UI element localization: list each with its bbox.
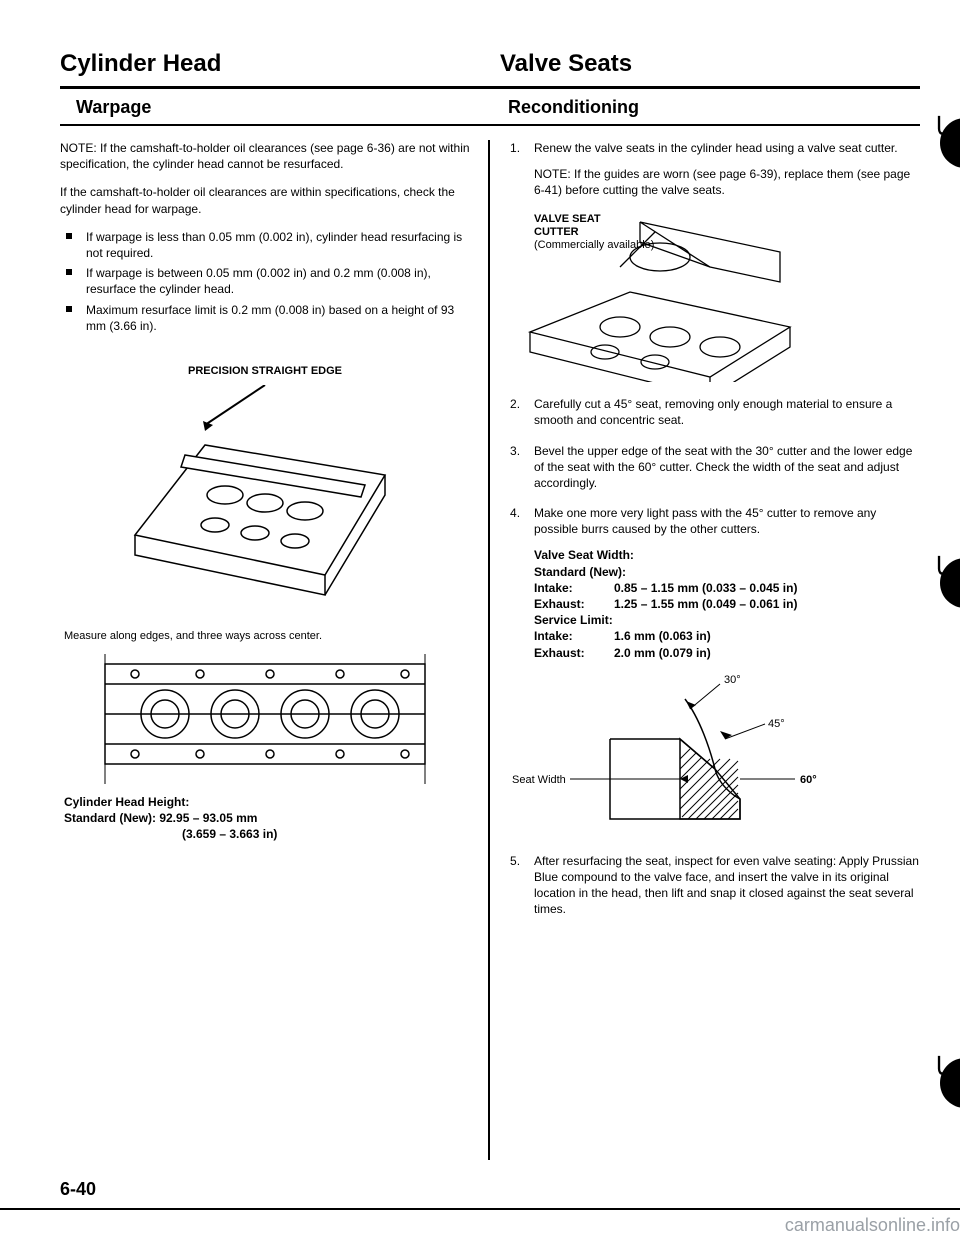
svw-intake-std: 0.85 – 1.15 mm (0.033 – 0.045 in) (614, 580, 797, 596)
svw-intake-label2: Intake: (534, 628, 614, 644)
page-number: 6-40 (60, 1179, 96, 1200)
valve-seat-width-spec: Valve Seat Width: Standard (New): Intake… (534, 547, 920, 660)
warpage-intro: If the camshaft-to-holder oil clearances… (60, 184, 470, 216)
recondition-steps: Renew the valve seats in the cylinder he… (510, 140, 920, 918)
angle-60: 60° (800, 774, 817, 786)
right-column: Renew the valve seats in the cylinder he… (500, 140, 920, 1160)
left-column: NOTE: If the camshaft-to-holder oil clea… (60, 140, 490, 1160)
watermark: carmanualsonline.info (785, 1215, 960, 1236)
svw-exhaust-std: 1.25 – 1.55 mm (0.049 – 0.061 in) (614, 596, 797, 612)
warpage-bullets: If warpage is less than 0.05 mm (0.002 i… (60, 229, 470, 334)
svw-service-limit: Service Limit: (534, 612, 920, 628)
svw-exhaust-label: Exhaust: (534, 596, 614, 612)
cutter-label: CUTTER (534, 226, 579, 238)
subheader-left: Warpage (60, 97, 488, 118)
head-height-spec: Cylinder Head Height: Standard (New): 92… (64, 794, 470, 843)
step-4-text: Make one more very light pass with the 4… (534, 506, 876, 536)
step-5: After resurfacing the seat, inspect for … (510, 853, 920, 918)
header-right: Valve Seats (480, 50, 920, 78)
fig1-label: PRECISION STRAIGHT EDGE (60, 364, 470, 379)
step-1-note: NOTE: If the guides are worn (see page 6… (534, 166, 920, 198)
head-top-illustration (95, 654, 435, 784)
svw-intake-lim: 1.6 mm (0.063 in) (614, 628, 711, 644)
step-1-text: Renew the valve seats in the cylinder he… (534, 141, 898, 155)
step-2: Carefully cut a 45° seat, removing only … (510, 396, 920, 428)
spec-line2: (3.659 – 3.663 in) (64, 826, 470, 842)
angle-30: 30° (724, 674, 741, 686)
spec-line1: Standard (New): 92.95 – 93.05 mm (64, 810, 470, 826)
bullet-item: If warpage is less than 0.05 mm (0.002 i… (74, 229, 470, 261)
seat-width-label: Seat Width (512, 774, 566, 786)
seat-angle-diagram: 30° 45° 60° Seat Width (510, 669, 850, 839)
angle-45: 45° (768, 718, 785, 730)
subheader-right: Reconditioning (488, 97, 920, 118)
bullet-item: Maximum resurface limit is 0.2 mm (0.008… (74, 302, 470, 334)
page-header: Cylinder Head Valve Seats (60, 50, 920, 89)
step-3: Bevel the upper edge of the seat with th… (510, 443, 920, 492)
section-subheader: Warpage Reconditioning (60, 97, 920, 126)
svw-exhaust-lim: 2.0 mm (0.079 in) (614, 645, 711, 661)
valve-seat-label: VALVE SEAT (534, 213, 601, 225)
straight-edge-illustration (115, 385, 415, 605)
step-1: Renew the valve seats in the cylinder he… (510, 140, 920, 382)
scan-edge-bumps: ╰ ╰ ╰ (938, 0, 960, 1242)
svw-intake-label: Intake: (534, 580, 614, 596)
warpage-note: NOTE: If the camshaft-to-holder oil clea… (60, 140, 470, 172)
svw-title: Valve Seat Width: (534, 547, 920, 563)
svw-std: Standard (New): (534, 564, 920, 580)
bullet-item: If warpage is between 0.05 mm (0.002 in)… (74, 265, 470, 297)
header-left: Cylinder Head (60, 50, 480, 78)
fig1-caption: Measure along edges, and three ways acro… (64, 629, 470, 644)
spec-title: Cylinder Head Height: (64, 794, 470, 810)
step-4: Make one more very light pass with the 4… (510, 505, 920, 839)
svw-exhaust-label2: Exhaust: (534, 645, 614, 661)
